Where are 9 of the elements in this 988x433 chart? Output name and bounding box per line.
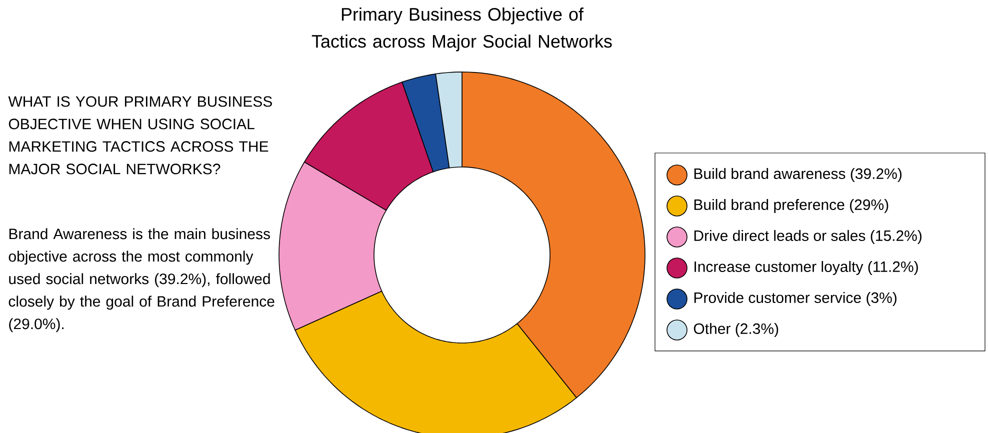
legend-label: Build brand preference (29%) <box>694 199 888 213</box>
legend-label: Drive direct leads or sales (15.2%) <box>694 230 922 244</box>
legend-label: Build brand awareness (39.2%) <box>694 168 902 182</box>
text: Brand Awareness is the main business objective across the most commonly used social networks (39.2%), followed closely by the goal of Brand Preference (29.0%). <box>8 228 274 332</box>
legend-label: Increase customer loyalty (11.2%) <box>694 260 918 275</box>
chart-title: Primary Business Objective of Tactics across Major Social Networks <box>312 8 612 52</box>
legend-label: Provide customer service (3%) <box>694 292 896 306</box>
text: WHAT IS YOUR PRIMARY BUSINESS OBJECTIVE WHEN USING SOCIAL MARKETING TACTICS ACROSS THE MAJOR SOCIAL NETWORKS? <box>8 96 272 174</box>
legend-label: Other (2.3%) <box>694 323 778 337</box>
